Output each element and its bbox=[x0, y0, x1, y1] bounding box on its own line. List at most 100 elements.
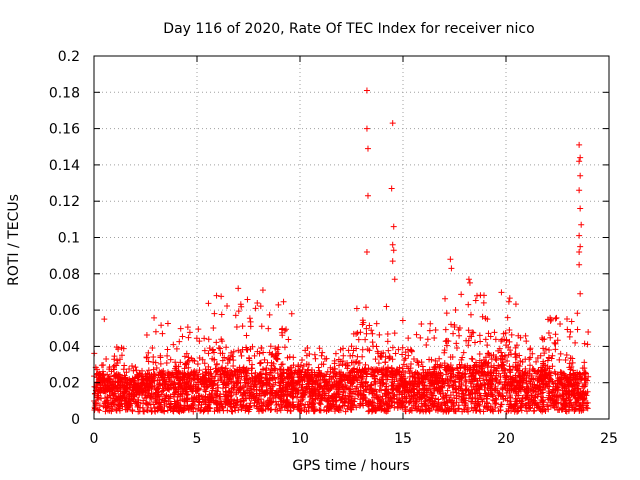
data-point bbox=[348, 359, 355, 366]
data-point bbox=[208, 373, 215, 380]
data-point bbox=[414, 357, 421, 364]
data-point bbox=[301, 391, 308, 398]
data-point bbox=[252, 369, 259, 376]
data-point bbox=[191, 357, 198, 364]
data-point bbox=[336, 362, 343, 369]
data-point bbox=[487, 333, 494, 340]
data-point bbox=[182, 398, 189, 405]
data-point bbox=[121, 362, 128, 369]
data-point bbox=[198, 404, 205, 411]
data-point bbox=[147, 375, 154, 382]
data-point bbox=[232, 312, 239, 319]
data-point bbox=[408, 398, 415, 405]
data-point bbox=[258, 323, 265, 330]
data-point bbox=[272, 352, 279, 359]
data-point bbox=[379, 366, 386, 373]
data-point bbox=[390, 247, 397, 254]
data-point bbox=[566, 333, 573, 340]
data-point bbox=[498, 337, 505, 344]
data-point bbox=[405, 335, 412, 342]
data-point bbox=[113, 406, 120, 413]
data-point bbox=[171, 390, 178, 397]
data-point bbox=[136, 384, 143, 391]
data-point bbox=[576, 249, 583, 256]
data-point bbox=[294, 394, 301, 401]
data-point bbox=[230, 379, 237, 386]
data-point bbox=[126, 384, 133, 391]
data-point bbox=[185, 364, 192, 371]
data-point bbox=[335, 391, 342, 398]
data-point bbox=[379, 379, 386, 386]
data-point bbox=[295, 377, 302, 384]
data-point bbox=[493, 357, 500, 364]
data-point bbox=[523, 338, 530, 345]
data-point bbox=[447, 392, 454, 399]
data-point bbox=[405, 352, 412, 359]
data-point bbox=[546, 346, 553, 353]
data-point bbox=[258, 345, 265, 352]
data-point bbox=[380, 374, 387, 381]
data-point bbox=[340, 345, 347, 352]
data-point bbox=[325, 385, 332, 392]
data-point bbox=[365, 403, 372, 410]
data-point bbox=[158, 322, 165, 329]
data-point bbox=[360, 383, 367, 390]
data-point bbox=[391, 330, 398, 337]
data-point bbox=[219, 350, 226, 357]
data-point bbox=[442, 295, 449, 302]
data-point bbox=[211, 408, 218, 415]
data-point bbox=[319, 349, 326, 356]
data-point bbox=[170, 408, 177, 415]
data-point bbox=[373, 320, 380, 327]
data-point bbox=[389, 344, 396, 351]
data-point bbox=[340, 352, 347, 359]
y-tick-label: 0.14 bbox=[49, 158, 80, 174]
data-point bbox=[390, 223, 397, 230]
data-point bbox=[556, 356, 563, 363]
data-point bbox=[102, 408, 109, 415]
data-point bbox=[439, 384, 446, 391]
data-point bbox=[545, 330, 552, 337]
data-point bbox=[224, 394, 231, 401]
data-point bbox=[361, 366, 368, 373]
data-point bbox=[472, 297, 479, 304]
data-point bbox=[316, 384, 323, 391]
data-point bbox=[260, 349, 267, 356]
data-point bbox=[574, 326, 581, 333]
data-point bbox=[230, 357, 237, 364]
data-point bbox=[430, 380, 437, 387]
data-point bbox=[118, 401, 125, 408]
data-point bbox=[298, 407, 305, 414]
data-point bbox=[287, 407, 294, 414]
data-point bbox=[225, 398, 232, 405]
data-point bbox=[383, 380, 390, 387]
data-point bbox=[396, 388, 403, 395]
data-point bbox=[239, 392, 246, 399]
data-point bbox=[92, 399, 99, 406]
data-point bbox=[256, 402, 263, 409]
data-point bbox=[368, 382, 375, 389]
data-point bbox=[113, 393, 120, 400]
data-point bbox=[492, 336, 499, 343]
data-point bbox=[259, 380, 266, 387]
data-point bbox=[353, 385, 360, 392]
data-point bbox=[325, 392, 332, 399]
data-point bbox=[206, 345, 213, 352]
data-point bbox=[432, 406, 439, 413]
data-point bbox=[101, 381, 108, 388]
data-point bbox=[366, 347, 373, 354]
data-point bbox=[277, 398, 284, 405]
data-point bbox=[267, 386, 274, 393]
data-point bbox=[426, 356, 433, 363]
data-point bbox=[126, 393, 133, 400]
data-point bbox=[369, 406, 376, 413]
data-point bbox=[238, 352, 245, 359]
data-point bbox=[131, 381, 138, 388]
data-point bbox=[237, 398, 244, 405]
data-point bbox=[330, 401, 337, 408]
data-point bbox=[246, 404, 253, 411]
data-point bbox=[311, 369, 318, 376]
data-point bbox=[338, 376, 345, 383]
data-point bbox=[372, 356, 379, 363]
data-point bbox=[279, 403, 286, 410]
